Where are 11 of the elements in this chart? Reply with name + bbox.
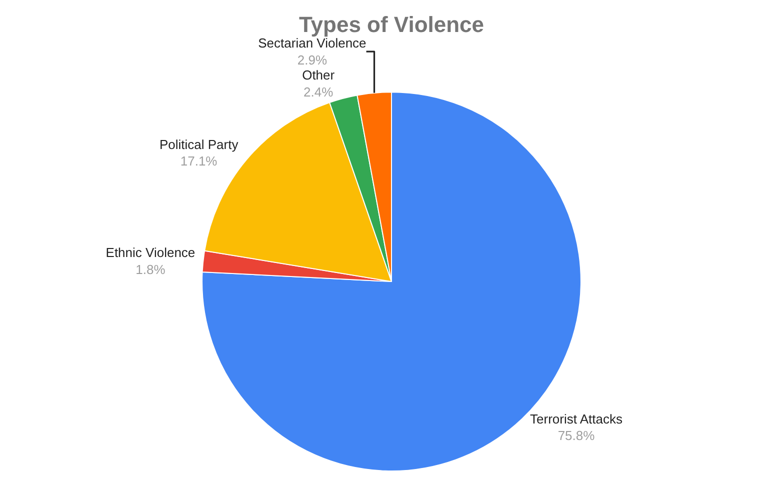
- slice-label: Sectarian Violence: [258, 36, 366, 51]
- slice-label: Ethnic Violence: [106, 245, 196, 260]
- slice-label: Political Party: [159, 136, 239, 152]
- data-label: 75.8%: [558, 428, 596, 444]
- slice-label: Other: [302, 67, 336, 82]
- data-label: 17.1%: [180, 154, 218, 169]
- data-label: 1.8%: [136, 262, 166, 278]
- chart-title: Types of Violence: [298, 12, 484, 38]
- data-label: 2.4%: [304, 84, 334, 100]
- slice-label: Terrorist Attacks: [530, 411, 623, 426]
- data-label: 2.9%: [297, 52, 328, 68]
